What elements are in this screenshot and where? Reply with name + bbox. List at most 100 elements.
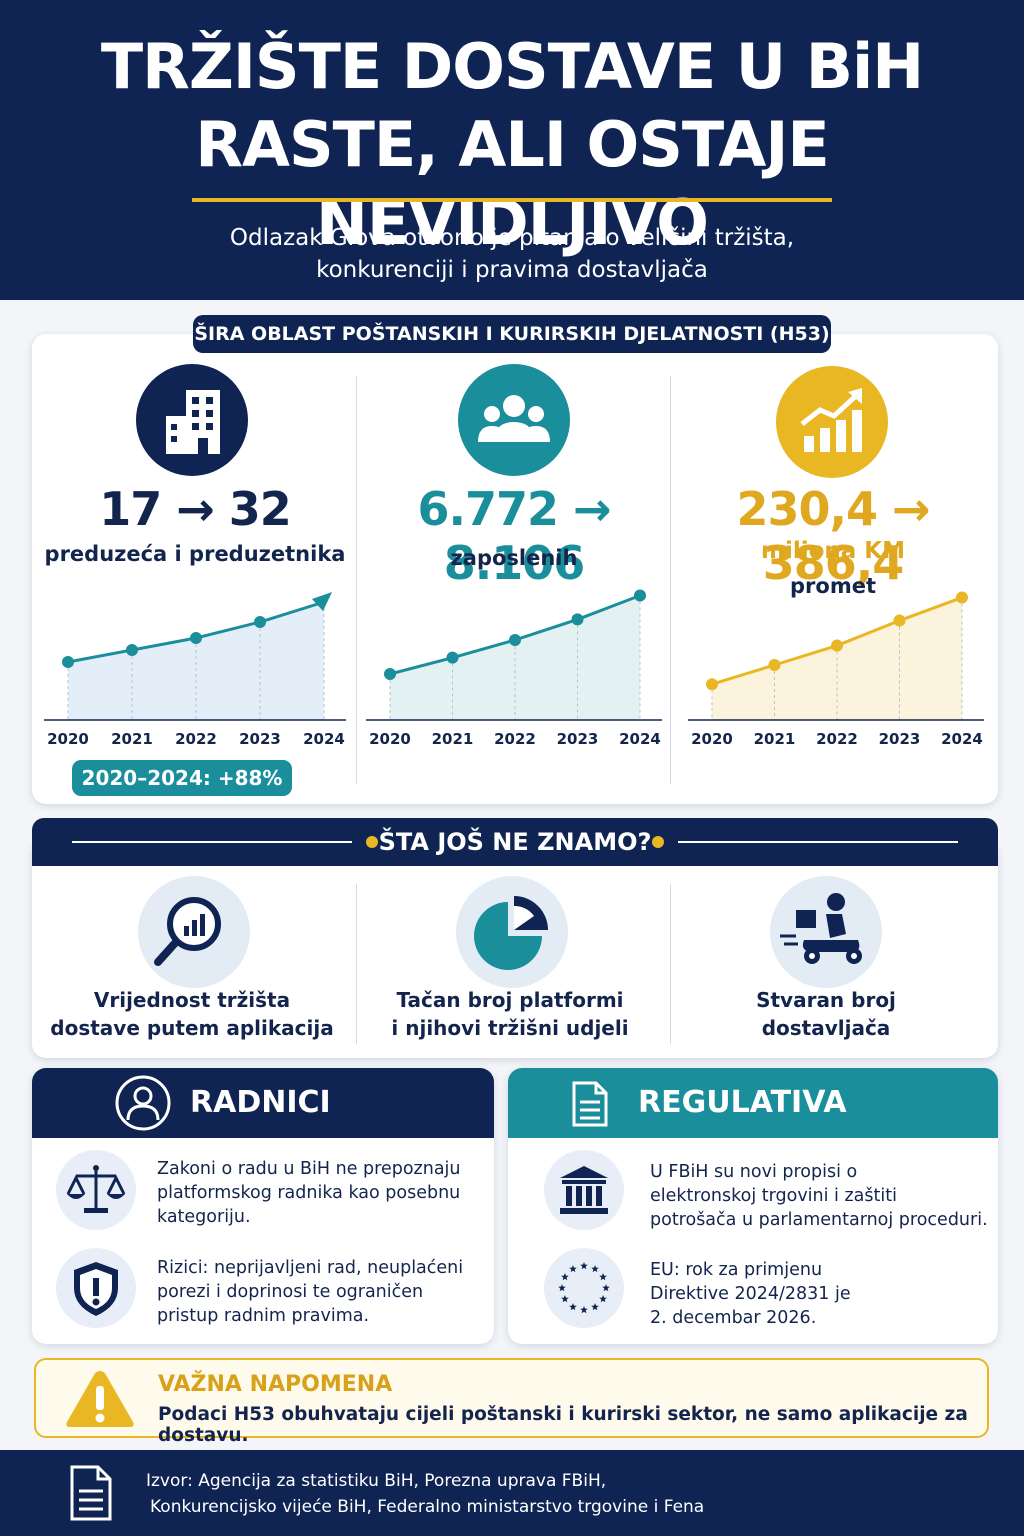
x-tick-label: 2024 (303, 730, 345, 748)
stat-label-employees: zaposlenih (450, 546, 578, 570)
divider-dot (652, 836, 664, 848)
data-point (384, 668, 396, 680)
regulation-item-fbih: U FBiH su novi propisi o elektronskoj tr… (650, 1162, 988, 1230)
companies-trend-chart: 2020 2021 2022 2023 2024 (44, 592, 346, 748)
pie-chart-icon (456, 876, 568, 988)
data-point (509, 634, 521, 646)
stat-value-turnover: 230,4 → 386,4 (736, 482, 930, 590)
eu-star (602, 1284, 610, 1292)
stat-label-companies: preduzeća i preduzetnika (44, 542, 346, 566)
important-note: VAŽNA NAPOMENA Podaci H53 obuhvataju cij… (34, 1358, 989, 1446)
document-icon (572, 1081, 608, 1127)
divider (72, 841, 352, 843)
stat-label-turnover: promet (790, 574, 876, 598)
eu-star (591, 1303, 599, 1311)
workers-item-risks: Rizici: neprijavljeni rad, neuplaćeni po… (157, 1258, 464, 1326)
eu-star (561, 1295, 569, 1303)
data-point (190, 632, 202, 644)
x-tick-label: 2022 (816, 730, 858, 748)
eu-stars-icon (544, 1248, 624, 1328)
x-tick-label: 2022 (494, 730, 536, 748)
divider-dot (366, 836, 378, 848)
area-fill (68, 602, 324, 720)
divider (356, 376, 357, 784)
employees-trend-chart: 2020 2021 2022 2023 2024 (366, 589, 662, 748)
turnover-trend-chart: 2020 2021 2022 2023 2024 (688, 591, 984, 748)
eu-star (580, 1262, 588, 1270)
subtitle: Odlazak Glova otvorio je pitanja o velič… (0, 222, 1024, 286)
growth-badge: 2020–2024: +88% (72, 760, 292, 796)
divider (670, 376, 671, 784)
regulation-item-eu: EU: rok za primjenu Direktive 2024/2831 … (650, 1260, 851, 1328)
data-point (706, 678, 718, 691)
data-point (768, 659, 781, 671)
workers-title: RADNICI (190, 1085, 331, 1120)
eu-star (561, 1273, 569, 1281)
eu-star (599, 1295, 607, 1303)
source-line-2: Konkurencijsko vijeće BiH, Federalno min… (150, 1497, 705, 1517)
header: TRŽIŠTE DOSTAVE U BiH RASTE, ALI OSTAJE … (0, 0, 1024, 300)
x-tick-label: 2020 (47, 730, 89, 748)
data-point (831, 639, 843, 652)
x-tick-label: 2023 (557, 730, 599, 748)
x-tick-label: 2021 (754, 730, 796, 748)
people-icon (458, 364, 570, 476)
source-line-1: Izvor: Agencija za statistiku BiH, Porez… (146, 1471, 607, 1491)
source-document-icon (70, 1465, 112, 1521)
eu-star (599, 1273, 607, 1281)
shield-warning-icon (56, 1248, 136, 1328)
data-point (126, 644, 138, 656)
unknown-section-header: ŠTA JOŠ NE ZNAMO? (32, 818, 998, 866)
note-title: VAŽNA NAPOMENA (158, 1372, 393, 1397)
scales-icon (56, 1150, 136, 1230)
unknown-item-couriers: Stvaran broj dostavljača (756, 988, 896, 1040)
unknown-item-market-value: Vrijednost tržišta dostave putem aplikac… (50, 988, 334, 1040)
regulation-header: REGULATIVA (508, 1068, 998, 1138)
x-tick-label: 2023 (239, 730, 281, 748)
x-tick-label: 2024 (941, 730, 983, 748)
x-tick-label: 2021 (111, 730, 153, 748)
data-point (571, 613, 584, 626)
stat-value-employees: 6.772 → 8.106 (417, 482, 611, 590)
x-tick-label: 2020 (369, 730, 411, 748)
data-point (634, 589, 646, 602)
institution-icon (544, 1150, 624, 1230)
subtitle-line-2: konkurenciji i pravima dostavljača (316, 257, 708, 283)
x-tick-label: 2023 (879, 730, 921, 748)
eu-star (591, 1264, 599, 1273)
stat-value-companies: 17 → 32 (99, 482, 292, 536)
x-tick-label: 2020 (691, 730, 733, 748)
title-line-1: TRŽIŠTE DOSTAVE U BiH (100, 30, 924, 103)
growth-chart-icon (776, 366, 888, 478)
workers-header: RADNICI (32, 1068, 494, 1138)
worker-icon (115, 1075, 171, 1131)
x-tick-label: 2024 (619, 730, 661, 748)
unknown-section-title: ŠTA JOŠ NE ZNAMO? (378, 828, 652, 856)
subtitle-line-1: Odlazak Glova otvorio je pitanja o velič… (229, 225, 795, 251)
delivery-scooter-icon (770, 876, 882, 988)
stat-unit-turnover: miliona KM (760, 538, 906, 564)
divider (678, 841, 958, 843)
data-point (893, 614, 906, 627)
eu-star (569, 1264, 577, 1273)
regulation-title: REGULATIVA (638, 1085, 847, 1120)
data-point (62, 656, 74, 668)
data-point (956, 591, 968, 604)
eu-star (569, 1303, 577, 1311)
divider (670, 884, 671, 1044)
stats-section-title: ŠIRA OBLAST POŠTANSKIH I KURIRSKIH DJELA… (193, 315, 831, 353)
source-text: Izvor: Agencija za statistiku BiH, Porez… (146, 1468, 704, 1520)
title-underline (192, 198, 832, 202)
magnifier-chart-icon (138, 876, 250, 988)
footer: Izvor: Agencija za statistiku BiH, Porez… (0, 1450, 1024, 1536)
data-point (254, 616, 266, 628)
page-title: TRŽIŠTE DOSTAVE U BiH RASTE, ALI OSTAJE … (0, 28, 1024, 262)
data-point (446, 651, 459, 664)
eu-star (580, 1306, 588, 1314)
divider (356, 884, 357, 1044)
note-text: Podaci H53 obuhvataju cijeli poštanski i… (158, 1404, 968, 1446)
warning-icon (66, 1371, 134, 1427)
trend-arrow (312, 592, 332, 611)
x-tick-label: 2022 (175, 730, 217, 748)
x-tick-label: 2021 (432, 730, 474, 748)
